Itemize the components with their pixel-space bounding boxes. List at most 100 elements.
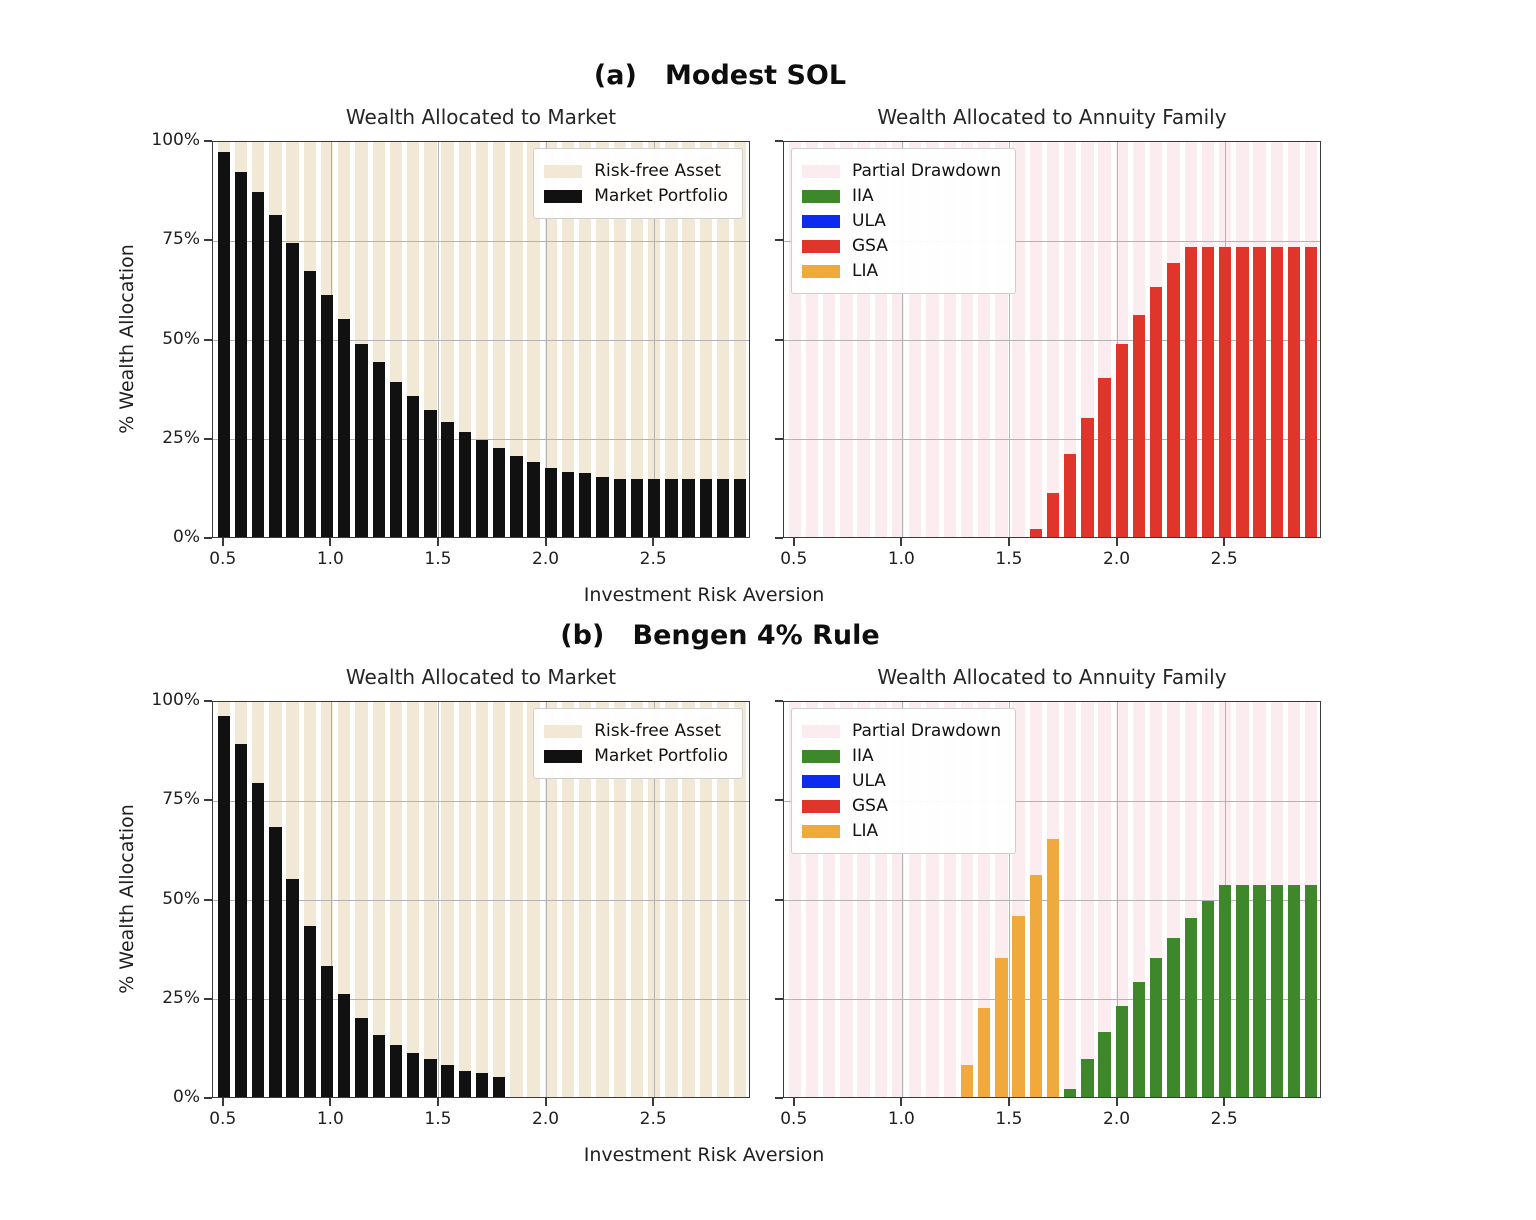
plot-area: Partial Drawdown IIA ULA GSA LIA bbox=[783, 701, 1321, 1098]
x-tick-mark bbox=[221, 538, 224, 546]
legend-entry: ULA bbox=[802, 771, 1001, 791]
y-tick-label: 0% bbox=[173, 527, 200, 547]
x-tick-label: 1.0 bbox=[316, 549, 344, 569]
legend-label: LIA bbox=[852, 821, 879, 841]
gridline-vertical bbox=[1117, 702, 1119, 1097]
gridline-horizontal bbox=[213, 340, 749, 341]
y-tick-mark bbox=[204, 437, 212, 440]
gridline-horizontal bbox=[213, 240, 749, 242]
x-tick-label: 0.5 bbox=[780, 549, 808, 569]
x-tick-mark bbox=[221, 1098, 224, 1106]
x-tick-label: 2.0 bbox=[532, 1109, 560, 1129]
legend-label: GSA bbox=[852, 236, 888, 256]
x-axis-label-b: Investment Risk Aversion bbox=[583, 1144, 825, 1166]
bar-market-portfolio bbox=[234, 743, 248, 1097]
y-tick-label: 50% bbox=[162, 328, 200, 349]
legend-swatch bbox=[544, 749, 583, 763]
legend-label: ULA bbox=[852, 771, 886, 791]
x-tick-mark bbox=[792, 1098, 795, 1106]
bar-market-portfolio bbox=[320, 966, 334, 1097]
y-tick-mark bbox=[204, 700, 212, 702]
x-tick-mark bbox=[1007, 538, 1010, 546]
legend-swatch bbox=[802, 724, 840, 738]
legend-swatch bbox=[802, 824, 840, 838]
bar-market-portfolio bbox=[665, 479, 678, 537]
x-tick-label: 0.5 bbox=[780, 1109, 808, 1129]
y-tick-mark bbox=[775, 898, 783, 901]
y-tick-label: 25% bbox=[162, 987, 200, 1008]
gridline-horizontal bbox=[784, 800, 1320, 802]
x-tick-mark bbox=[652, 1098, 655, 1106]
plot-area: Partial Drawdown IIA ULA GSA LIA bbox=[783, 141, 1321, 538]
bar-market-portfolio bbox=[716, 479, 730, 537]
bar-market-portfolio bbox=[458, 1071, 471, 1097]
bar-market-portfolio bbox=[613, 479, 626, 537]
legend-swatch bbox=[802, 264, 840, 278]
legend-swatch bbox=[802, 774, 840, 788]
y-tick-label: 100% bbox=[151, 130, 200, 150]
legend-entry: IIA bbox=[802, 186, 1001, 206]
bar-lia bbox=[960, 1065, 974, 1097]
bar-iia bbox=[1150, 958, 1163, 1097]
legend-swatch bbox=[802, 239, 840, 253]
bar-market-portfolio bbox=[493, 447, 506, 537]
y-tick-mark bbox=[204, 997, 212, 1000]
legend-entry: LIA bbox=[802, 261, 1001, 281]
bar-iia bbox=[1270, 884, 1283, 1097]
gridline-vertical bbox=[653, 142, 655, 537]
plot-area: Risk-free Asset Market Portfolio bbox=[212, 701, 750, 1098]
bar-gsa bbox=[1046, 493, 1060, 537]
gridline-horizontal bbox=[213, 800, 749, 802]
bar-market-portfolio bbox=[458, 431, 471, 537]
gridline-vertical bbox=[1117, 142, 1119, 537]
bar-market-portfolio bbox=[424, 409, 437, 537]
y-tick-mark bbox=[204, 537, 212, 539]
gridline-vertical bbox=[546, 702, 548, 1097]
x-tick-label: 2.0 bbox=[1103, 1109, 1131, 1129]
legend-swatch bbox=[544, 164, 583, 178]
bar-iia bbox=[1253, 884, 1266, 1097]
bar-iia bbox=[1064, 1089, 1077, 1097]
y-tick-mark bbox=[775, 997, 783, 1000]
bar-iia bbox=[1287, 884, 1301, 1097]
x-tick-mark bbox=[900, 538, 903, 546]
bar-gsa bbox=[1287, 247, 1301, 537]
y-tick-mark bbox=[775, 338, 783, 341]
y-tick-label: 100% bbox=[151, 690, 200, 710]
x-tick-label: 1.5 bbox=[995, 549, 1023, 569]
gridline-vertical bbox=[1009, 142, 1011, 537]
bar-market-portfolio bbox=[286, 243, 299, 537]
x-tick-mark bbox=[436, 1098, 439, 1106]
bar-market-portfolio bbox=[355, 344, 368, 537]
bar-market-portfolio bbox=[441, 1065, 454, 1097]
bar-market-portfolio bbox=[527, 461, 540, 537]
bar-market-portfolio bbox=[510, 455, 523, 537]
legend-swatch bbox=[802, 189, 840, 203]
bar-market-portfolio bbox=[269, 215, 282, 537]
gridline-horizontal bbox=[784, 439, 1320, 441]
bar-market-portfolio bbox=[699, 479, 712, 537]
x-tick-label: 1.5 bbox=[995, 1109, 1023, 1129]
x-tick-label: 1.0 bbox=[887, 1109, 915, 1129]
x-tick-mark bbox=[1223, 538, 1226, 546]
y-axis-label-a: % Wealth Allocation bbox=[116, 244, 138, 434]
legend-entry: Market Portfolio bbox=[544, 186, 728, 206]
x-tick-mark bbox=[1007, 1098, 1010, 1106]
x-tick-label: 1.5 bbox=[424, 549, 452, 569]
suptitle-b: (b) Bengen 4% Rule bbox=[560, 620, 880, 651]
legend-label: Risk-free Asset bbox=[594, 161, 721, 181]
bar-lia bbox=[995, 958, 1008, 1097]
bar-market-portfolio bbox=[596, 477, 609, 537]
panel-title: Wealth Allocated to Market bbox=[345, 105, 617, 129]
y-tick-label: 75% bbox=[162, 229, 200, 250]
y-tick-mark bbox=[775, 140, 783, 142]
legend-entry: Risk-free Asset bbox=[544, 721, 728, 741]
bar-market-portfolio bbox=[424, 1059, 437, 1097]
y-tick-mark bbox=[775, 799, 783, 802]
legend: Partial Drawdown IIA ULA GSA LIA bbox=[791, 708, 1017, 854]
bar-iia bbox=[1184, 918, 1197, 1097]
bar-gsa bbox=[1098, 378, 1111, 537]
bar-iia bbox=[1305, 884, 1318, 1097]
x-tick-label: 1.0 bbox=[316, 1109, 344, 1129]
legend-entry: ULA bbox=[802, 211, 1001, 231]
